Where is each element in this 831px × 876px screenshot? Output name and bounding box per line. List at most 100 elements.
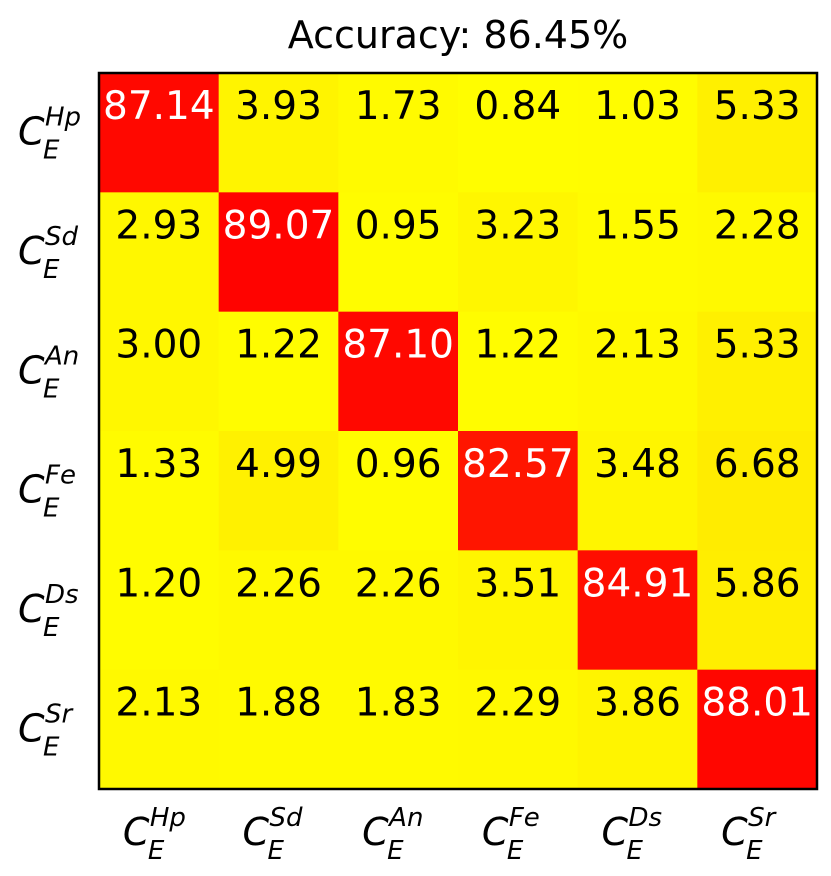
heatmap-cell <box>218 311 339 432</box>
cell-value-label: 5.33 <box>714 323 801 368</box>
x-tick-label: C AnE <box>362 803 423 866</box>
tick-label-superscript: Sr <box>45 699 75 729</box>
x-tick-label: C SdE <box>243 803 304 866</box>
heatmap-cell <box>338 311 459 432</box>
cell-value-label: 3.93 <box>235 84 322 129</box>
heatmap-cell <box>338 73 459 193</box>
cell-value-label: 5.33 <box>714 84 801 129</box>
heatmap-cell <box>458 669 579 790</box>
cell-value-label: 0.84 <box>474 84 561 129</box>
tick-label-base: C <box>18 706 45 750</box>
tick-label-superscript: Hp <box>150 803 186 833</box>
heatmap-cell <box>99 550 220 671</box>
tick-label-base: C <box>18 468 45 512</box>
cell-value-label: 3.86 <box>594 681 681 726</box>
heatmap-cell <box>458 550 579 671</box>
x-tick-label: C SrE <box>721 803 778 866</box>
y-tick-label: C AnE <box>18 341 79 404</box>
tick-label-subscript: E <box>43 374 60 404</box>
cell-value-label: 2.13 <box>594 323 681 368</box>
y-tick-label: C HpE <box>18 103 81 166</box>
plot-frame <box>97 71 819 791</box>
heatmap-cell <box>218 73 339 193</box>
tick-label-superscript: Fe <box>509 803 540 833</box>
x-tick-label: C FeE <box>482 803 540 866</box>
heatmap-cell <box>338 192 459 313</box>
tick-label-subscript: E <box>387 836 404 866</box>
heatmap-cell <box>458 311 579 432</box>
tick-label-superscript: Fe <box>45 461 76 491</box>
cell-value-label: 2.26 <box>355 561 442 606</box>
y-tick-label: C DsE <box>18 580 79 643</box>
cell-value-label: 2.28 <box>714 203 801 248</box>
heatmap-cell <box>218 669 339 790</box>
heatmap-cell <box>697 192 818 313</box>
tick-label-subscript: E <box>507 836 524 866</box>
chart-title: Accuracy: 86.45% <box>288 13 629 57</box>
tick-label-superscript: Sd <box>45 222 79 252</box>
cell-value-label: 3.51 <box>474 561 561 606</box>
heatmap-cell <box>697 73 818 193</box>
cell-value-label: 1.22 <box>235 323 322 368</box>
x-tick-label: C DsE <box>602 803 663 866</box>
cell-value-label: 87.14 <box>103 84 215 129</box>
x-axis-tick-labels: C HpE C SdE C AnE C FeE C DsE C SrE <box>123 803 778 866</box>
tick-label-base: C <box>362 810 389 854</box>
tick-label-base: C <box>18 229 45 273</box>
cell-value-label: 1.55 <box>594 203 681 248</box>
tick-label-base: C <box>482 810 509 854</box>
tick-label-subscript: E <box>43 136 60 166</box>
heatmap-cell <box>338 669 459 790</box>
cell-values: 87.14 3.93 1.73 0.84 1.03 5.33 2.93 89.07 0.95 3.… <box>103 84 813 726</box>
tick-label-subscript: E <box>746 836 763 866</box>
tick-label-superscript: Sd <box>270 803 304 833</box>
heatmap-cell <box>99 669 220 790</box>
tick-label-superscript: Ds <box>629 803 663 833</box>
cell-value-label: 2.26 <box>235 561 322 606</box>
cell-value-label: 2.13 <box>115 681 202 726</box>
heatmap-cell <box>577 669 698 790</box>
heatmap-cell <box>697 669 818 790</box>
cell-value-label: 5.86 <box>714 561 801 606</box>
cell-value-label: 0.95 <box>355 203 442 248</box>
tick-label-base: C <box>721 810 748 854</box>
heatmap-cell <box>218 431 339 551</box>
tick-label-base: C <box>602 810 629 854</box>
cell-value-label: 88.01 <box>701 681 813 726</box>
y-tick-label: C SrE <box>18 699 75 762</box>
tick-label-base: C <box>123 810 150 854</box>
heatmap-cell <box>99 73 220 193</box>
tick-label-subscript: E <box>627 836 644 866</box>
cell-value-label: 6.68 <box>714 442 801 487</box>
cell-value-label: 1.33 <box>115 442 202 487</box>
heatmap-cell <box>338 550 459 671</box>
tick-label-base: C <box>18 110 45 154</box>
heatmap-cell <box>99 311 220 432</box>
heatmap-cell <box>99 431 220 551</box>
y-tick-label: C SdE <box>18 222 79 285</box>
tick-label-subscript: E <box>148 836 165 866</box>
heatmap-cell <box>697 311 818 432</box>
tick-label-subscript: E <box>43 494 60 524</box>
cell-value-label: 2.93 <box>115 203 202 248</box>
heatmap-cell <box>577 73 698 193</box>
tick-label-subscript: E <box>268 836 285 866</box>
cell-value-label: 84.91 <box>582 561 694 606</box>
heatmap-cells <box>99 73 818 790</box>
cell-value-label: 1.22 <box>474 323 561 368</box>
tick-label-superscript: Hp <box>45 103 81 133</box>
heatmap-cell <box>218 192 339 313</box>
cell-value-label: 2.29 <box>474 681 561 726</box>
y-tick-label: C FeE <box>18 461 76 524</box>
heatmap-cell <box>458 431 579 551</box>
tick-label-superscript: An <box>387 803 423 833</box>
cell-value-label: 3.23 <box>474 203 561 248</box>
cell-value-label: 1.03 <box>594 84 681 129</box>
cell-value-label: 1.83 <box>355 681 442 726</box>
heatmap-cell <box>577 311 698 432</box>
x-tick-label: C HpE <box>123 803 186 866</box>
tick-label-superscript: Ds <box>45 580 79 610</box>
cell-value-label: 1.88 <box>235 681 322 726</box>
